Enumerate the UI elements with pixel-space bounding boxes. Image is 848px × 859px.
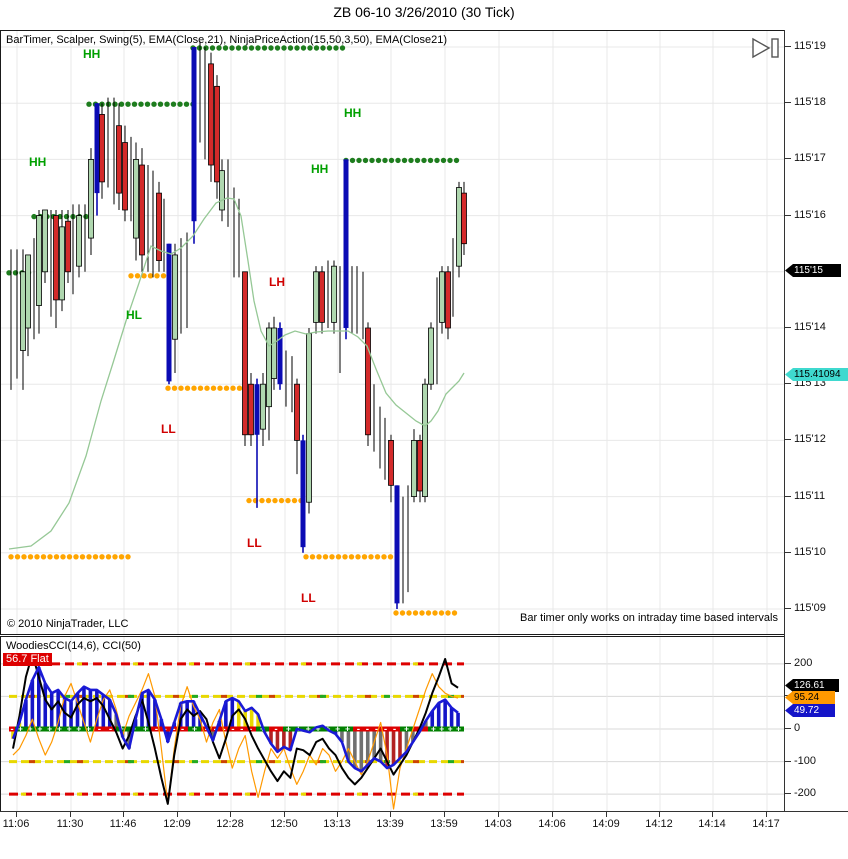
price-tick	[785, 327, 791, 328]
cci-canvas[interactable]: - ++++++++ -- +++ ---- + ------ + - +++++++ ----- +…	[1, 637, 784, 811]
svg-text:+: +	[192, 724, 197, 733]
svg-text:HH: HH	[83, 47, 100, 61]
time-tick	[659, 812, 660, 817]
cci-level-label: 200	[794, 656, 813, 669]
time-tick	[337, 812, 338, 817]
time-label: 12:09	[163, 818, 191, 830]
sidewinder-badge: 56.7 Flat	[3, 653, 52, 666]
time-label: 11:30	[56, 818, 84, 830]
cci-level-label: -100	[794, 754, 817, 767]
price-tick	[785, 214, 791, 216]
time-tick	[498, 812, 499, 817]
price-label: 115'16	[794, 208, 826, 221]
time-tick	[70, 812, 71, 817]
time-tick	[606, 812, 607, 817]
copyright-text: © 2010 NinjaTrader, LLC	[7, 618, 129, 630]
price-label: 115'10	[794, 545, 826, 558]
time-label: 11:46	[109, 818, 137, 830]
svg-text:+++++++: +++++++	[286, 724, 350, 733]
price-label: 115'14	[794, 321, 826, 333]
cci-orange-badge: 95.24	[785, 691, 835, 704]
price-tick	[785, 439, 791, 441]
time-tick	[230, 812, 231, 817]
price-tick	[785, 46, 791, 47]
price-tick	[785, 158, 791, 160]
time-tick	[766, 812, 767, 817]
svg-text:HL: HL	[126, 308, 142, 322]
cci-level-label: 0	[794, 722, 801, 734]
price-label: 115'11	[794, 489, 826, 502]
cci-tick	[785, 662, 791, 664]
time-label: 13:13	[323, 818, 351, 830]
price-axis[interactable]: 115'09 115'10 115'11 115'12 115'13 115'14 115'…	[785, 30, 848, 811]
time-label: 14:03	[484, 818, 512, 830]
time-label: 14:17	[752, 818, 780, 830]
svg-text:+: +	[404, 724, 409, 733]
time-tick	[177, 812, 178, 817]
cci-tick	[785, 793, 791, 795]
time-axis[interactable]: 11:06 11:30 11:46 12:09 12:28 12:50 13:13 13:39…	[0, 811, 848, 859]
svg-text:LH: LH	[269, 275, 285, 289]
cci-blue-badge: 49.72	[785, 704, 835, 717]
chart-title: ZB 06-10 3/26/2010 (30 Tick)	[333, 4, 515, 20]
indicator-label: BarTimer, Scalper, Swing(5), EMA(Close,2…	[6, 34, 447, 46]
time-label: 13:39	[376, 818, 404, 830]
price-tick	[785, 608, 791, 609]
price-label: 115'09	[794, 602, 826, 614]
cci-level-label: -200	[794, 787, 817, 800]
cci-indicator-label: WoodiesCCI(14,6), CCI(50)	[6, 640, 141, 652]
price-label: 115'12	[794, 433, 826, 446]
time-tick	[712, 812, 713, 817]
svg-text:LL: LL	[301, 591, 316, 605]
svg-text:HH: HH	[344, 106, 361, 120]
price-label: 115'19	[794, 40, 826, 52]
last-price-badge: 115'15	[785, 264, 841, 277]
price-chart-panel[interactable]: HH HH HH HH HL LH LL LL LL BarTimer, Scalper, Sw…	[0, 30, 785, 635]
time-label: 14:06	[538, 818, 566, 830]
time-label: 12:28	[216, 818, 244, 830]
price-tick	[785, 383, 791, 385]
price-label: 115'18	[794, 96, 826, 109]
price-tick	[785, 102, 791, 104]
time-label: 13:59	[430, 818, 458, 830]
price-label: 115'17	[794, 152, 826, 165]
time-tick	[444, 812, 445, 817]
time-label: 14:12	[645, 818, 673, 830]
svg-text:-----: -----	[356, 724, 397, 733]
svg-text:LL: LL	[247, 536, 262, 550]
bar-timer-note: Bar timer only works on intraday time ba…	[520, 612, 778, 624]
price-chart-canvas[interactable]: HH HH HH HH HL LH LL LL LL	[1, 31, 784, 634]
svg-text:HH: HH	[311, 162, 328, 176]
svg-text:-: -	[10, 724, 15, 733]
time-label: 12:50	[270, 818, 298, 830]
time-label: 14:09	[592, 818, 620, 830]
cci-tick	[785, 760, 791, 762]
cci-indicator-panel[interactable]: - ++++++++ -- +++ ---- + ------ + - +++++++ ----- +…	[0, 636, 785, 812]
time-label: 14:14	[698, 818, 726, 830]
axis-divider-line	[784, 30, 785, 811]
time-tick	[123, 812, 124, 817]
price-tick	[785, 495, 791, 497]
time-tick	[284, 812, 285, 817]
cci-tick	[785, 728, 791, 729]
svg-text:LL: LL	[161, 422, 176, 436]
time-label: 11:06	[2, 818, 30, 830]
price-tick	[785, 551, 791, 553]
time-tick	[390, 812, 391, 817]
ema-value-badge: 115.41094	[785, 368, 848, 381]
svg-text:HH: HH	[29, 155, 46, 169]
time-tick	[552, 812, 553, 817]
go-to-last-bar-icon[interactable]	[750, 37, 782, 59]
svg-text:-: -	[274, 724, 279, 733]
time-tick	[16, 812, 17, 817]
cci-black-badge: 126.61	[785, 679, 839, 692]
